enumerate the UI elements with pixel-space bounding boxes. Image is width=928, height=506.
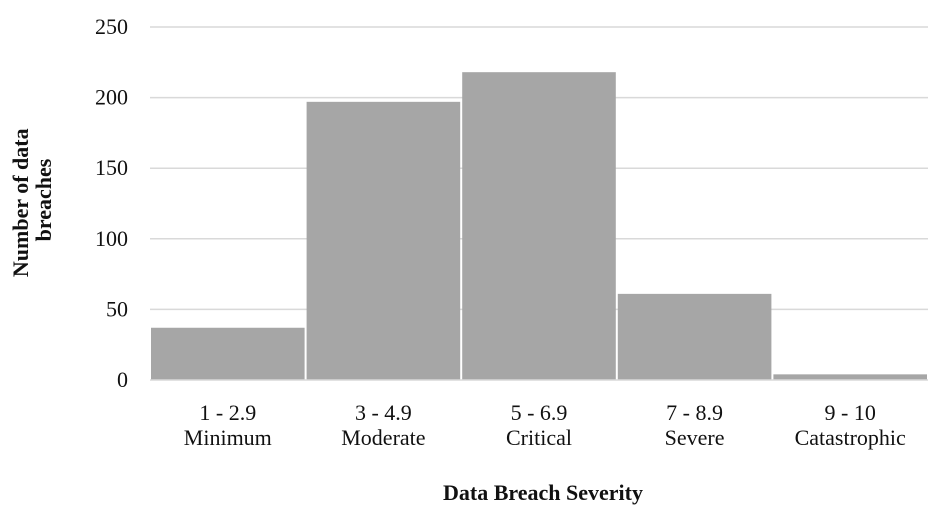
x-category-label-2-line-2: Moderate [341,425,425,450]
x-category-label-4: 7 - 8.9 Severe [665,400,725,450]
y-axis-title-line-1: Number of data [8,128,33,277]
y-tick-labels: 0 50 100 150 200 250 [95,14,128,392]
x-category-label-1-line-2: Minimum [184,425,272,450]
x-category-labels: 1 - 2.9 Minimum 3 - 4.9 Moderate 5 - 6.9 Crit… [184,400,906,450]
y-tick-label-100: 100 [95,226,128,251]
x-category-label-2: 3 - 4.9 Moderate [341,400,425,450]
x-category-label-1: 1 - 2.9 Minimum [184,400,272,450]
x-category-label-5: 9 - 10 Catastrophic [795,400,906,450]
y-tick-label-0: 0 [117,367,128,392]
bar-4 [617,293,772,380]
x-category-label-3-line-1: 5 - 6.9 [511,400,568,425]
bars [150,72,928,381]
x-axis-title: Data Breach Severity [443,480,643,505]
y-tick-label-50: 50 [106,296,128,321]
x-category-label-4-line-2: Severe [665,425,725,450]
bar-1 [151,327,305,380]
x-category-label-1-line-1: 1 - 2.9 [199,400,256,425]
y-tick-label-250: 250 [95,14,128,39]
y-axis-title: Number of data breaches [8,123,56,277]
x-category-label-4-line-1: 7 - 8.9 [666,400,723,425]
x-category-label-3-line-2: Critical [506,425,572,450]
bar-2 [306,101,461,380]
x-category-label-5-line-1: 9 - 10 [825,400,876,425]
y-tick-label-150: 150 [95,155,128,180]
x-category-label-5-line-2: Catastrophic [795,425,906,450]
y-tick-label-200: 200 [95,85,128,110]
x-category-label-2-line-1: 3 - 4.9 [355,400,412,425]
bar-3 [462,72,616,381]
y-axis-title-line-2: breaches [31,158,56,241]
x-category-label-3: 5 - 6.9 Critical [506,400,572,450]
bar-5 [773,374,927,380]
